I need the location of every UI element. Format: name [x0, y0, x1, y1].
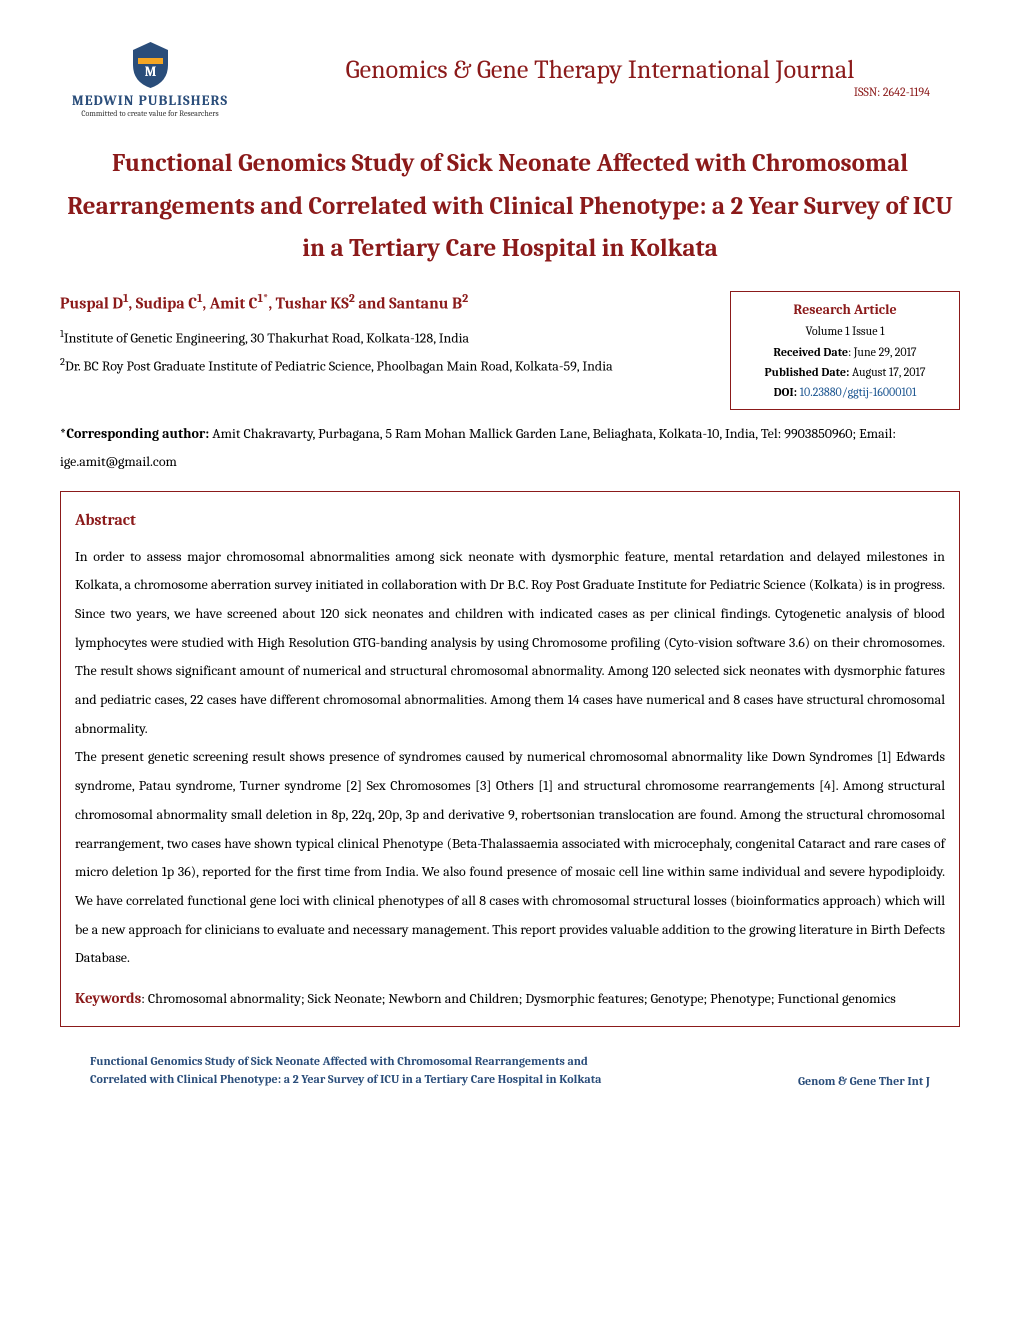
keywords-label: Keywords: [75, 989, 141, 1007]
doi-link[interactable]: 10.23880/ggtij-16000101: [800, 385, 917, 399]
abstract-heading: Abstract: [75, 504, 945, 537]
received-date: Received Date: June 29, 2017: [739, 342, 951, 362]
meta-row: Puspal D1, Sudipa C1, Amit C1*, Tushar K…: [60, 291, 960, 410]
article-type: Research Article: [739, 298, 951, 322]
article-info-box: Research Article Volume 1 Issue 1 Receiv…: [730, 291, 960, 410]
abstract-box: Abstract In order to assess major chromo…: [60, 491, 960, 1027]
issn: ISSN: 2642-1194: [240, 85, 930, 99]
volume-issue: Volume 1 Issue 1: [739, 321, 951, 341]
page-footer: Functional Genomics Study of Sick Neonat…: [60, 1052, 960, 1088]
abstract-para-2: The present genetic screening result sho…: [75, 743, 945, 973]
affiliation-2: 2Dr. BC Roy Post Graduate Institute of P…: [60, 352, 715, 381]
footer-journal-abbrev: Genom & Gene Ther Int J: [798, 1074, 930, 1088]
published-date: Published Date: August 17, 2017: [739, 362, 951, 382]
shield-icon: M: [128, 40, 173, 90]
publisher-name: MEDWIN PUBLISHERS: [72, 92, 228, 109]
svg-text:M: M: [144, 63, 156, 80]
keywords-block: Keywords: Chromosomal abnormality; Sick …: [75, 983, 945, 1014]
publisher-tagline: Committed to create value for Researcher…: [81, 109, 218, 118]
article-title: Functional Genomics Study of Sick Neonat…: [60, 143, 960, 271]
journal-block: Genomics & Gene Therapy International Jo…: [240, 40, 960, 99]
footer-citation: Functional Genomics Study of Sick Neonat…: [90, 1052, 610, 1088]
abstract-para-1: In order to assess major chromosomal abn…: [75, 543, 945, 744]
corresponding-author: *Corresponding author: Amit Chakravarty,…: [60, 420, 960, 476]
keywords-text: : Chromosomal abnormality; Sick Neonate;…: [141, 990, 896, 1007]
affiliation-1: 1Institute of Genetic Engineering, 30 Th…: [60, 324, 715, 353]
doi: DOI: 10.23880/ggtij-16000101: [739, 382, 951, 402]
publisher-logo-block: M MEDWIN PUBLISHERS Committed to create …: [60, 40, 240, 118]
authors-affiliations: Puspal D1, Sudipa C1, Amit C1*, Tushar K…: [60, 291, 715, 410]
authors: Puspal D1, Sudipa C1, Amit C1*, Tushar K…: [60, 291, 715, 312]
journal-name: Genomics & Gene Therapy International Jo…: [240, 55, 960, 85]
page-header: M MEDWIN PUBLISHERS Committed to create …: [60, 40, 960, 118]
